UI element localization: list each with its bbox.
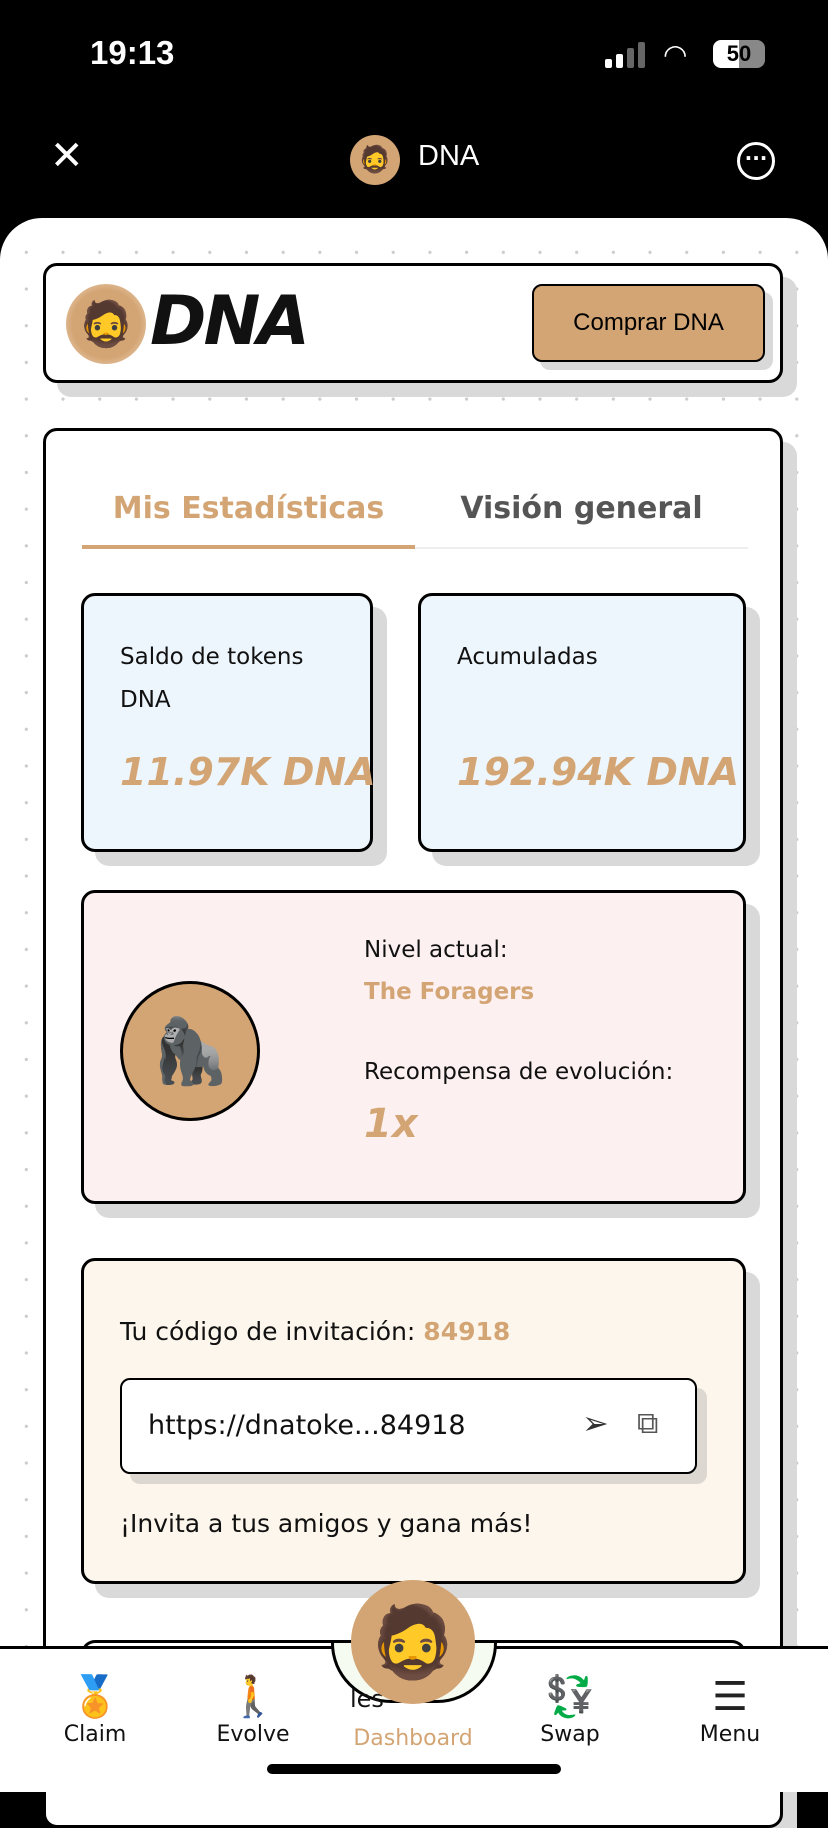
logo-text: DNA xyxy=(150,282,310,361)
invite-label-text: Tu código de invitación: xyxy=(120,1317,416,1346)
nav-evolve[interactable]: 🚶 Evolve xyxy=(193,1672,313,1747)
level-name: The Foragers xyxy=(364,979,535,1005)
close-icon[interactable]: ✕ xyxy=(50,133,84,179)
tab-my-stats[interactable]: Mis Estadísticas xyxy=(82,491,415,549)
invite-label: Tu código de invitación: 84918 xyxy=(120,1317,510,1346)
dashboard-avatar-icon[interactable]: 🧔 xyxy=(351,1580,475,1704)
wifi-icon: ◠ xyxy=(663,38,688,71)
nav-label: Claim xyxy=(63,1722,127,1747)
nav-claim[interactable]: 🏅 Claim xyxy=(35,1672,155,1747)
invite-footer: ¡Invita a tus amigos y gana más! xyxy=(120,1509,533,1538)
reward-value: 1x xyxy=(364,1101,418,1147)
invite-link-field[interactable]: https://dnatoke...84918 ➢ ⧉ xyxy=(120,1378,697,1474)
tab-overview[interactable]: Visión general xyxy=(415,491,748,549)
nav-label: Swap xyxy=(540,1722,600,1747)
stat-value: 192.94K DNA xyxy=(457,750,740,794)
nav-label: Evolve xyxy=(216,1722,290,1747)
nav-swap[interactable]: 💱 Swap xyxy=(510,1672,630,1747)
nav-label: Menu xyxy=(699,1722,761,1747)
award-hand-icon: 🏅 xyxy=(70,1674,120,1720)
more-options-icon[interactable]: ··· xyxy=(737,142,775,180)
home-indicator[interactable] xyxy=(267,1764,561,1774)
dna-logo-icon: 🧔 xyxy=(66,284,146,364)
stat-value: 11.97K DNA xyxy=(120,750,376,794)
evolution-icon: 🚶 xyxy=(228,1674,278,1720)
share-send-icon[interactable]: ➢ xyxy=(582,1404,609,1442)
swap-coins-icon: 💱 xyxy=(545,1674,595,1720)
level-label: Nivel actual: xyxy=(364,937,508,963)
signal-icon xyxy=(605,42,647,68)
level-avatar-icon: 🦍 xyxy=(120,981,260,1121)
level-card: 🦍 Nivel actual: The Foragers Recompensa … xyxy=(81,890,746,1204)
buy-dna-button[interactable]: Comprar DNA xyxy=(532,284,765,362)
accumulated-card: Acumuladas 192.94K DNA xyxy=(418,593,746,852)
stat-label: Acumuladas xyxy=(457,644,598,670)
nav-dashboard[interactable]: Dashboard xyxy=(353,1726,473,1751)
hamburger-icon: ☰ xyxy=(712,1674,748,1720)
nav-menu[interactable]: ☰ Menu xyxy=(670,1672,790,1747)
copy-icon[interactable]: ⧉ xyxy=(637,1406,659,1441)
header-card: 🧔 DNA Comprar DNA xyxy=(43,263,783,383)
app-logo-icon: 🧔 xyxy=(350,135,400,185)
reward-label: Recompensa de evolución: xyxy=(364,1059,674,1085)
invite-link: https://dnatoke...84918 xyxy=(148,1410,466,1441)
invite-card: Tu código de invitación: 84918 https://d… xyxy=(81,1258,746,1584)
battery-icon: 50 xyxy=(713,40,765,68)
status-time: 19:13 xyxy=(90,34,175,71)
token-balance-card: Saldo de tokens DNA 11.97K DNA xyxy=(81,593,376,852)
invite-code: 84918 xyxy=(423,1317,511,1346)
stat-label: Saldo de tokens DNA xyxy=(120,644,304,713)
nav-label: Dashboard xyxy=(353,1726,473,1751)
app-title: DNA xyxy=(418,140,480,172)
